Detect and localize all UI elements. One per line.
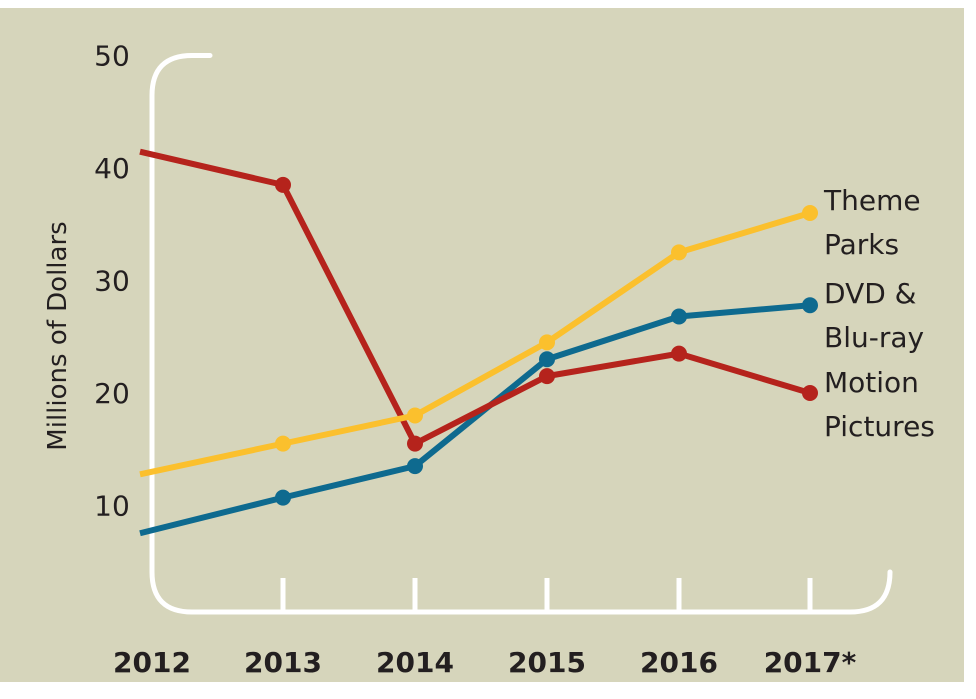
y-tick-label-20: 20 [94, 377, 130, 410]
point-dvd-blu-ray-2015 [539, 351, 555, 368]
point-dvd-blu-ray-2016 [671, 308, 687, 325]
y-tick-label-10: 10 [94, 490, 130, 523]
x-tick-label-2016: 2016 [640, 646, 718, 679]
legend-label-line: Pictures [824, 410, 935, 443]
point-theme-parks-2016 [671, 244, 687, 261]
point-motion-pictures-2016 [671, 345, 687, 362]
chart-background [0, 8, 964, 682]
legend-label-line: DVD & [824, 277, 917, 310]
point-dvd-blu-ray-2017 [802, 297, 818, 314]
point-theme-parks-2017 [802, 205, 818, 221]
legend-label-line: Theme [823, 184, 921, 217]
point-dvd-blu-ray-2013 [275, 489, 291, 506]
series-motion-pictures [139, 148, 818, 452]
point-motion-pictures-2017 [802, 385, 818, 401]
y-axis-title: Millions of Dollars [43, 221, 73, 450]
series-theme-parks [139, 205, 818, 478]
y-tick-label-30: 30 [94, 265, 130, 298]
legend-entry-dvd-blu-ray: DVD & Blu-ray [824, 277, 924, 354]
series-line-theme-parks [139, 210, 811, 478]
x-axis-tick-labels: 2012 2013 2014 2015 2016 2017* [113, 646, 857, 679]
axis-frame [149, 53, 893, 615]
legend-label-line: Parks [824, 228, 899, 261]
x-tick-label-2014: 2014 [376, 646, 454, 679]
x-tick-label-2017: 2017* [764, 646, 857, 679]
series-line-motion-pictures [139, 148, 811, 447]
x-tick-label-2013: 2013 [244, 646, 322, 679]
legend-entry-theme-parks: Theme Parks [823, 184, 921, 261]
y-tick-label-40: 40 [94, 152, 130, 185]
x-tick-label-2012: 2012 [113, 646, 191, 679]
point-theme-parks-2013 [275, 435, 291, 452]
legend-entry-motion-pictures: Motion Pictures [824, 366, 935, 443]
x-tick-label-2015: 2015 [508, 646, 586, 679]
point-motion-pictures-2015 [539, 368, 555, 385]
legend: Theme Parks DVD & Blu-ray Motion Pictures [823, 184, 935, 443]
point-theme-parks-2014 [407, 407, 423, 424]
point-theme-parks-2015 [539, 334, 555, 351]
y-axis-tick-labels: 10 20 30 40 50 [94, 40, 130, 523]
point-dvd-blu-ray-2014 [407, 458, 423, 475]
x-axis-ticks [280, 578, 813, 612]
legend-label-line: Motion [824, 366, 919, 399]
y-tick-label-50: 50 [94, 40, 130, 73]
point-motion-pictures-2013 [275, 176, 291, 193]
series-layer [139, 148, 818, 537]
point-motion-pictures-2014 [407, 435, 423, 452]
legend-label-line: Blu-ray [824, 321, 924, 354]
